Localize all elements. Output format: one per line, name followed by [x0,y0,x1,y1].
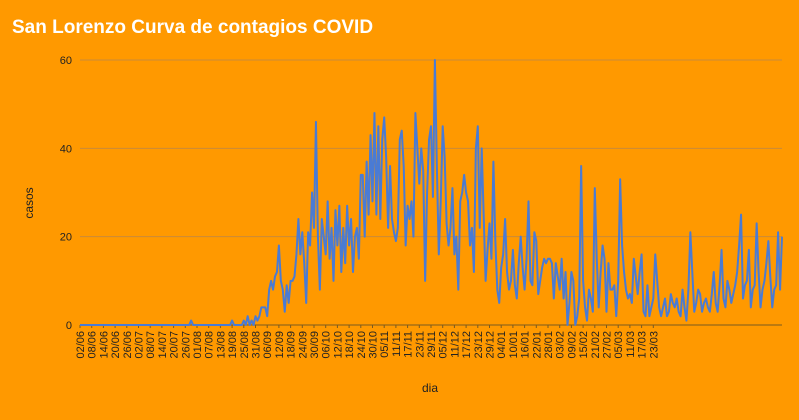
x-tick-label: 16/01 [520,331,532,359]
x-tick-label: 22/01 [531,331,543,359]
x-tick-label: 25/08 [239,331,251,359]
x-tick-label: 01/08 [192,331,204,359]
x-tick-label: 24/09 [297,331,309,359]
x-tick-label: 10/01 [508,331,520,359]
x-tick-label: 15/02 [578,331,590,359]
x-tick-label: 06/09 [262,331,274,359]
x-tick-label: 17/12 [461,331,473,359]
x-tick-label: 07/08 [204,331,216,359]
x-tick-label: 14/06 [98,331,110,359]
x-tick-label: 19/08 [227,331,239,359]
x-tick-labels: 02/06 08/06 14/06 20/06 26/06 02/07 08/07 14/07… [75,325,660,359]
x-tick-label: 23/03 [648,331,660,359]
x-tick-label: 11/03 [625,331,637,358]
y-tick-label: 40 [60,143,72,155]
x-tick-label: 02/06 [75,331,87,359]
x-tick-label: 18/10 [344,331,356,359]
x-tick-label: 03/02 [555,331,567,359]
x-tick-label: 06/10 [321,331,333,359]
x-tick-label: 30/10 [368,331,380,359]
x-tick-label: 29/12 [485,331,497,359]
x-tick-label: 13/08 [215,331,227,359]
x-tick-label: 27/02 [602,331,614,359]
x-tick-label: 20/07 [169,331,181,359]
x-tick-label: 12/09 [274,331,286,359]
x-tick-label: 08/07 [145,331,157,359]
x-tick-label: 02/07 [134,331,146,359]
x-axis-label: dia [422,381,438,395]
x-tick-label: 17/03 [637,331,649,359]
y-tick-label: 0 [66,320,72,332]
x-tick-label: 12/10 [332,331,344,359]
x-tick-label: 04/01 [496,331,508,359]
x-tick-label: 08/06 [87,331,99,359]
chart-title: San Lorenzo Curva de contagios COVID [12,17,373,38]
x-tick-label: 26/06 [122,331,134,359]
x-tick-label: 09/02 [566,331,578,359]
x-tick-label: 17/11 [403,331,415,358]
x-tick-label: 11/12 [449,331,461,358]
x-tick-label: 23/12 [473,331,485,359]
series-lines [80,59,783,326]
x-tick-label: 24/10 [356,331,368,359]
y-tick-label: 60 [60,55,72,67]
y-tick-label: 20 [60,232,72,244]
series-line [80,59,783,326]
x-tick-label: 11/11 [391,331,403,357]
x-tick-label: 31/08 [251,331,263,359]
x-tick-label: 20/06 [110,331,122,359]
x-tick-label: 05/03 [613,331,625,359]
x-tick-label: 26/07 [180,331,192,359]
y-tick-labels: 0 20 40 60 [60,55,72,332]
x-tick-label: 14/07 [157,331,169,359]
x-tick-label: 05/12 [438,331,450,359]
x-tick-label: 21/02 [590,331,602,359]
x-tick-label: 05/11 [379,331,391,358]
x-tick-label: 23/11 [414,331,426,358]
x-tick-label: 18/09 [286,331,298,359]
x-tick-label: 28/01 [543,331,555,359]
x-tick-label: 30/09 [309,331,321,359]
x-tick-label: 29/11 [426,331,438,358]
y-axis-label: casos [22,187,36,218]
